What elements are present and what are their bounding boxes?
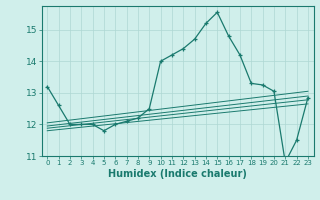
X-axis label: Humidex (Indice chaleur): Humidex (Indice chaleur): [108, 169, 247, 179]
